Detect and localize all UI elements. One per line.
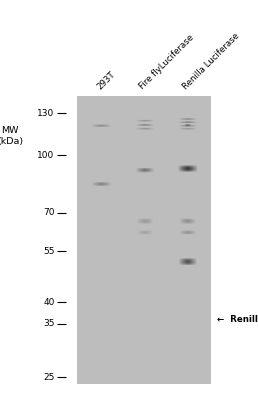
Text: 130: 130	[37, 109, 55, 118]
Text: 40: 40	[43, 298, 55, 307]
Text: Renilla Luciferase: Renilla Luciferase	[181, 31, 241, 91]
Text: 35: 35	[43, 319, 55, 328]
Text: 55: 55	[43, 247, 55, 256]
Text: Fire flyLuciferase: Fire flyLuciferase	[138, 33, 196, 91]
Text: MW
(kDa): MW (kDa)	[0, 126, 23, 146]
Text: ←  Renilla Luciferase: ← Renilla Luciferase	[217, 314, 258, 324]
Text: 293T: 293T	[95, 70, 117, 91]
Text: 100: 100	[37, 151, 55, 160]
Text: 25: 25	[43, 373, 55, 382]
Text: 70: 70	[43, 208, 55, 217]
